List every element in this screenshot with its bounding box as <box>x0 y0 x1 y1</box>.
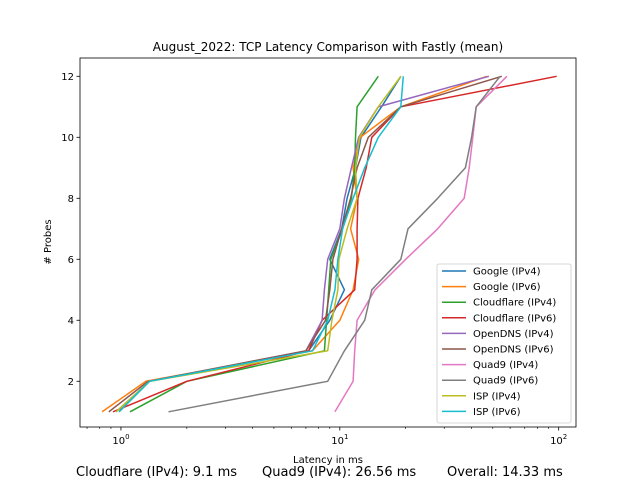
legend-frame <box>436 263 572 424</box>
y-tick-label-5: 12 <box>61 72 74 83</box>
series-line-8 <box>115 75 402 413</box>
y-tick-label-1: 4 <box>68 316 74 327</box>
legend-label-1: Google (IPv6) <box>473 282 541 293</box>
legend: Google (IPv4) Google (IPv6) Cloudflare (IP… <box>436 263 572 424</box>
legend-label-9: ISP (IPv6) <box>473 407 521 418</box>
chart-title: August_2022: TCP Latency Comparison with… <box>153 40 503 54</box>
series-line-4 <box>115 75 490 413</box>
legend-label-5: OpenDNS (IPv6) <box>473 345 554 356</box>
series-line-9 <box>118 76 405 413</box>
footer-overall: Overall: 14.33 ms <box>447 465 563 480</box>
y-tick-label-0: 2 <box>68 377 74 388</box>
legend-label-6: Quad9 (IPv4) <box>473 360 538 371</box>
legend-label-2: Cloudflare (IPv4) <box>473 298 556 309</box>
legend-label-8: ISP (IPv4) <box>473 391 521 402</box>
y-tick-label-3: 8 <box>68 194 74 205</box>
x-axis-label: Latency in ms <box>293 455 363 466</box>
y-tick-label-4: 10 <box>61 133 74 144</box>
footer-cloudflare-ipv4: Cloudflare (IPv4): 9.1 ms <box>76 465 238 480</box>
y-axis-label: # Probes <box>43 219 54 264</box>
y-tick-label-2: 6 <box>68 255 74 266</box>
series-line-5 <box>108 75 503 413</box>
series-line-1 <box>101 75 488 413</box>
series-line-6 <box>334 75 508 413</box>
footer-quad9-ipv4: Quad9 (IPv4): 26.56 ms <box>262 465 417 480</box>
x-tick-label-2: 102 <box>550 433 567 447</box>
legend-label-7: Quad9 (IPv6) <box>473 376 538 387</box>
legend-label-0: Google (IPv4) <box>473 267 541 278</box>
legend-label-3: Cloudflare (IPv6) <box>473 313 556 324</box>
x-tick-label-1: 101 <box>331 433 348 447</box>
x-tick-label-0: 100 <box>112 433 129 447</box>
plot-frame <box>79 57 577 428</box>
series-line-7 <box>168 75 501 413</box>
series-line-0 <box>118 75 402 413</box>
legend-label-4: OpenDNS (IPv4) <box>473 329 554 340</box>
